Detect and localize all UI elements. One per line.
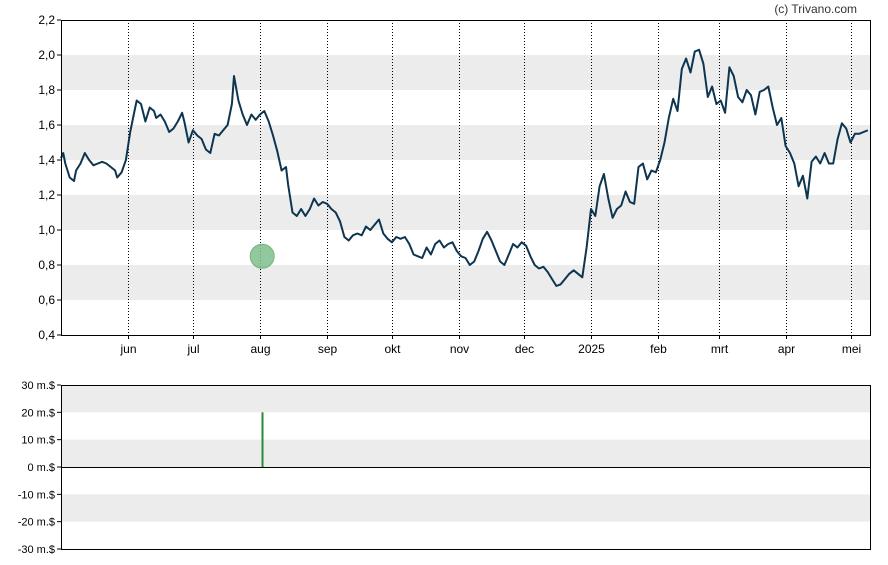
x-tick-label: okt xyxy=(384,342,401,356)
volume-y-tick-label: -20 m.$ xyxy=(18,517,55,529)
price-band xyxy=(61,125,870,160)
volume-y-axis-ticks: 30 m.$ 20 m.$ 10 m.$ 0 m.$ -10 m.$ -20 m.$ -30… xyxy=(18,380,61,556)
volume-band xyxy=(61,385,870,413)
x-tick-label: sep xyxy=(318,342,338,356)
price-x-axis-ticks: jun jul aug sep okt nov dec 2025 feb mrt apr mei xyxy=(119,335,861,356)
x-tick-label: mei xyxy=(842,342,861,356)
y-tick-label: 2,0 xyxy=(38,48,55,62)
volume-y-tick-label: -30 m.$ xyxy=(18,544,55,556)
x-tick-label: dec xyxy=(515,342,534,356)
x-tick-label: mrt xyxy=(711,342,729,356)
y-tick-label: 1,6 xyxy=(38,118,55,132)
y-tick-label: 1,8 xyxy=(38,83,55,97)
y-tick-label: 0,8 xyxy=(38,258,55,272)
x-tick-label: jul xyxy=(186,342,199,356)
price-marker-group xyxy=(249,243,275,269)
event-marker[interactable] xyxy=(249,243,275,269)
price-series xyxy=(60,48,869,287)
x-tick-label: apr xyxy=(778,342,795,356)
price-chart-bands xyxy=(61,55,870,300)
volume-y-tick-label: 30 m.$ xyxy=(21,380,55,392)
volume-band xyxy=(61,494,870,522)
x-tick-label: jun xyxy=(119,342,136,356)
y-tick-label: 1,2 xyxy=(38,188,55,202)
y-tick-label: 2,2 xyxy=(38,13,55,27)
price-band xyxy=(61,265,870,300)
price-band xyxy=(61,55,870,90)
price-line xyxy=(60,48,869,287)
volume-chart-frame xyxy=(61,385,871,550)
volume-chart-bands xyxy=(61,385,870,522)
volume-y-tick-label: 0 m.$ xyxy=(27,462,55,474)
x-tick-label: 2025 xyxy=(578,342,605,356)
x-tick-label: feb xyxy=(650,342,667,356)
y-tick-label: 0,6 xyxy=(38,293,55,307)
price-band xyxy=(61,195,870,230)
volume-y-tick-label: 10 m.$ xyxy=(21,435,55,447)
x-tick-label: aug xyxy=(250,342,270,356)
volume-y-tick-label: 20 m.$ xyxy=(21,407,55,419)
y-tick-label: 0,4 xyxy=(38,328,55,342)
y-tick-label: 1,4 xyxy=(38,153,55,167)
credit-text: (c) Trivano.com xyxy=(774,2,857,16)
price-chart-frame xyxy=(61,20,871,336)
volume-band xyxy=(61,439,870,467)
price-y-axis-ticks: 0,4 0,6 0,8 1,0 1,2 1,4 1,6 1,8 2,0 2,2 xyxy=(38,13,61,342)
x-tick-label: nov xyxy=(450,342,469,356)
y-tick-label: 1,0 xyxy=(38,223,55,237)
volume-y-tick-label: -10 m.$ xyxy=(18,489,55,501)
